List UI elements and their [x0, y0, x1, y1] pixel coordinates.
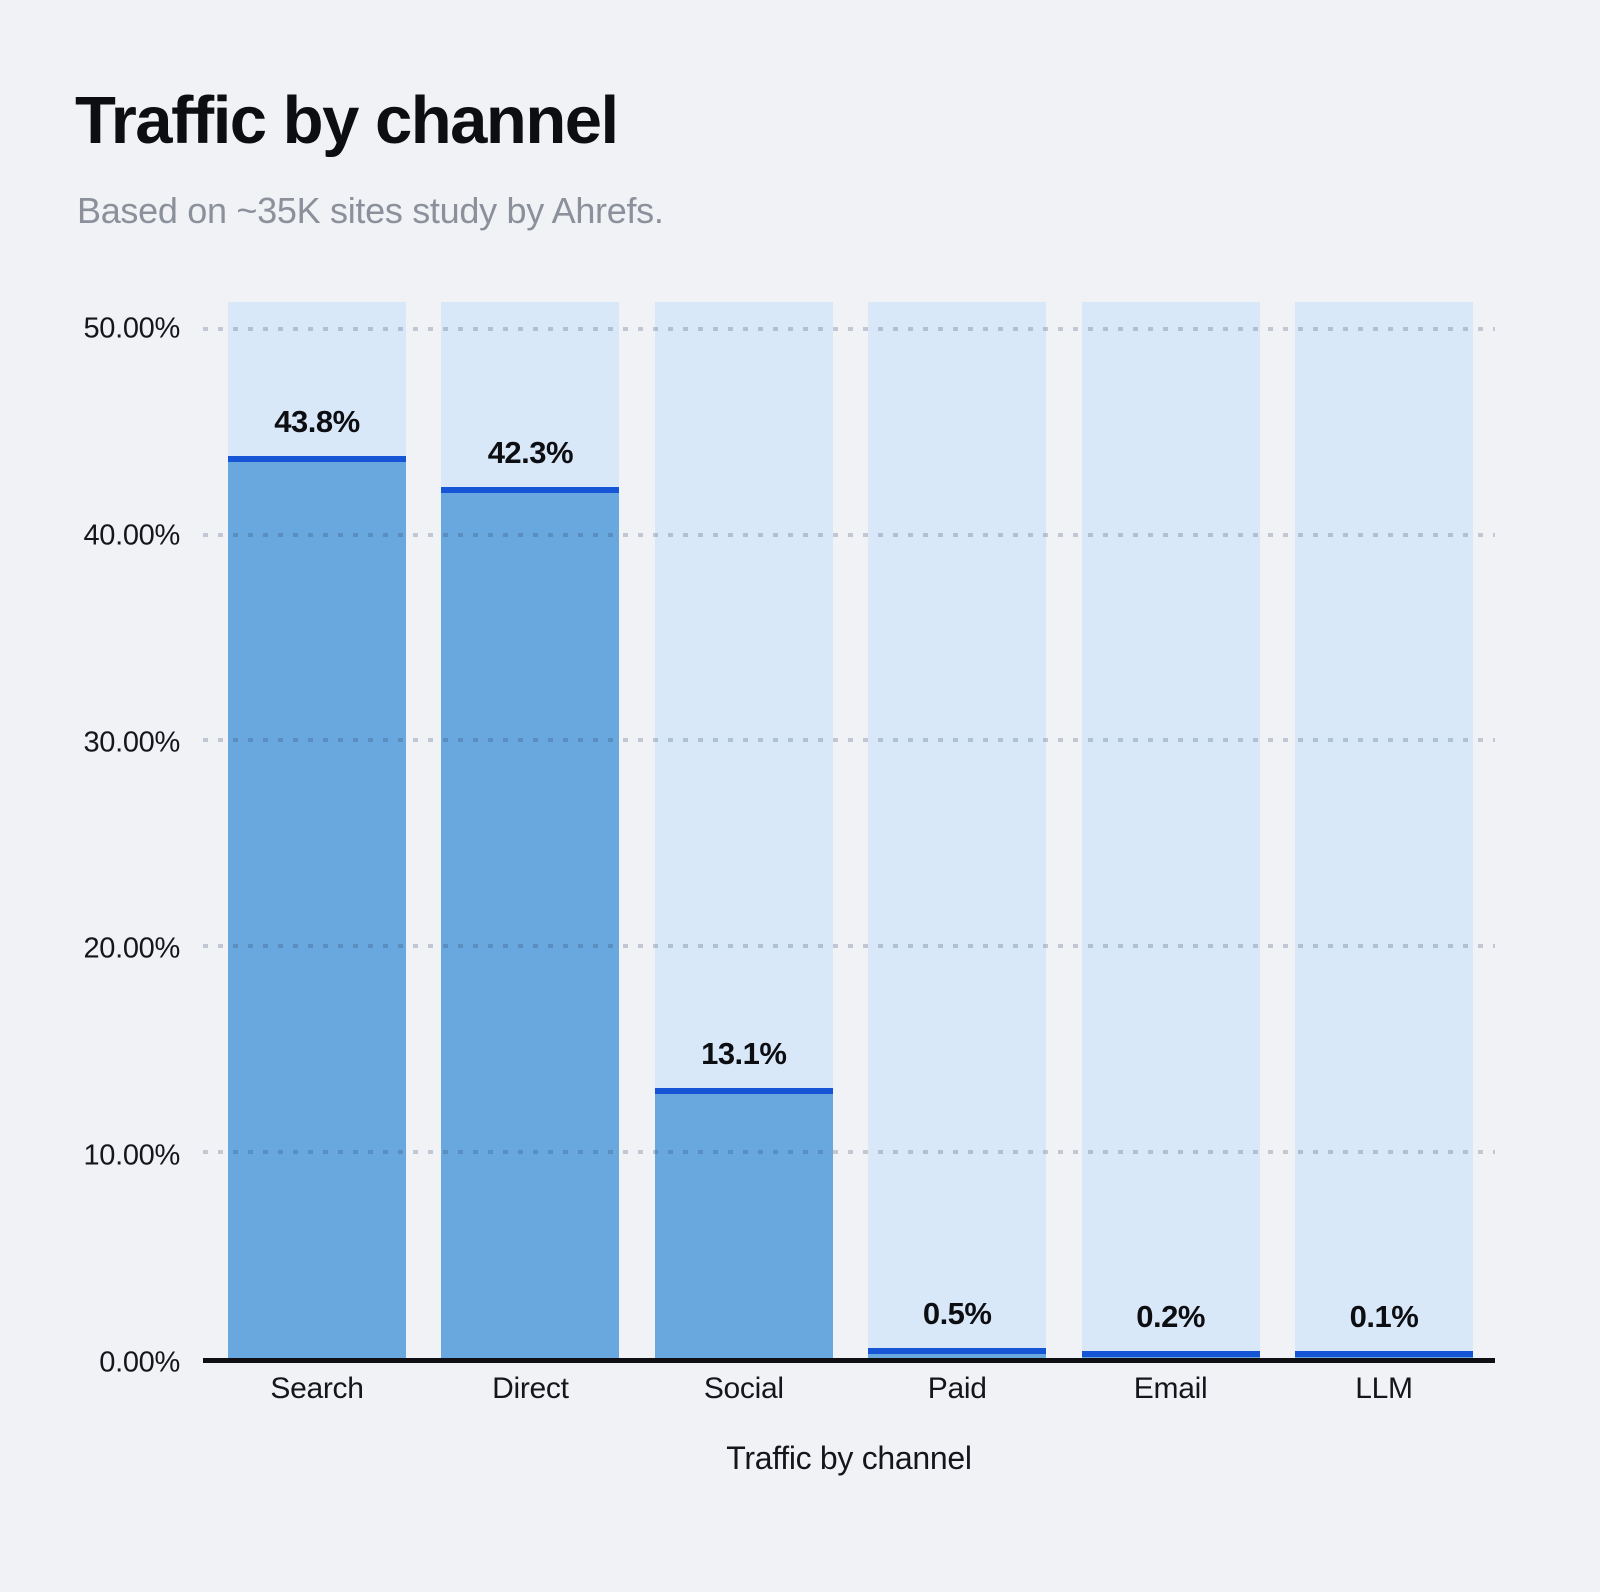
chart-column-paid: 0.5%	[868, 302, 1047, 1358]
x-tick-label-search: Search	[270, 1372, 364, 1405]
bar-direct	[441, 487, 620, 1358]
bar-social	[654, 1088, 833, 1358]
column-background	[868, 302, 1047, 1358]
chart-subtitle: Based on ~35K sites study by Ahrefs.	[77, 190, 664, 231]
bar-paid	[868, 1347, 1047, 1358]
chart-column-social: 13.1%	[654, 302, 833, 1358]
y-tick-label-40: 40.00%	[83, 519, 180, 552]
y-tick-label-20: 20.00%	[83, 932, 180, 965]
x-tick-label-paid: Paid	[927, 1372, 987, 1405]
x-tick-label-email: Email	[1133, 1372, 1208, 1405]
value-label-llm: 0.1%	[1349, 1299, 1419, 1334]
chart-title: Traffic by channel	[75, 83, 619, 158]
x-tick-label-social: Social	[703, 1372, 784, 1405]
y-tick-label-10: 10.00%	[83, 1139, 180, 1172]
column-background	[1294, 302, 1473, 1358]
chart-column-email: 0.2%	[1081, 302, 1260, 1358]
bar-email	[1081, 1351, 1260, 1358]
bar-llm	[1294, 1351, 1473, 1358]
chart-column-search: 43.8%	[228, 302, 406, 1358]
x-tick-label-llm: LLM	[1355, 1372, 1413, 1405]
x-axis-labels: Search Direct Social Paid Email LLM	[203, 1372, 1495, 1406]
value-label-social: 13.1%	[701, 1036, 787, 1072]
columns: 43.8% 42.3% 13.1% 0.5% 0.2% 0.1%	[203, 302, 1495, 1358]
x-axis-title: Traffic by channel	[726, 1440, 972, 1476]
y-tick-label-0: 0.00%	[99, 1346, 180, 1379]
value-label-search: 43.8%	[274, 404, 360, 440]
column-background	[1081, 302, 1260, 1358]
chart-column-llm: 0.1%	[1294, 302, 1473, 1358]
value-label-paid: 0.5%	[922, 1295, 992, 1331]
y-tick-label-30: 30.00%	[83, 726, 180, 759]
chart-column-direct: 42.3%	[441, 302, 620, 1358]
plot-area: 43.8% 42.3% 13.1% 0.5% 0.2% 0.1%	[203, 302, 1495, 1363]
value-label-direct: 42.3%	[487, 435, 574, 471]
y-axis: 0.00% 10.00% 20.00% 30.00% 40.00% 50.00%	[40, 302, 180, 1378]
bar-search	[228, 456, 406, 1358]
x-tick-label-direct: Direct	[492, 1372, 569, 1405]
value-label-email: 0.2%	[1136, 1299, 1205, 1334]
y-tick-label-50: 50.00%	[83, 312, 180, 345]
